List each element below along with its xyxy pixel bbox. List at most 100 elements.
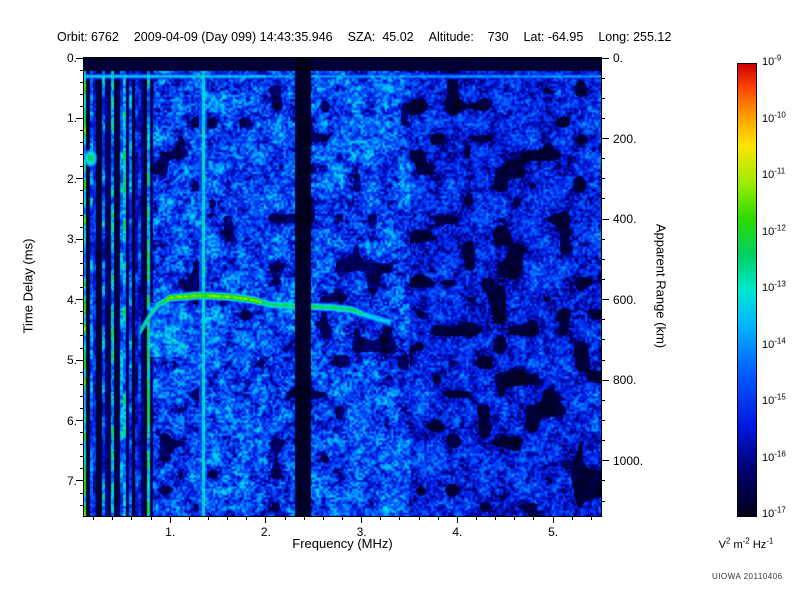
x-axis-minor-tick bbox=[246, 517, 248, 520]
colorbar-tick-label: 10-14 bbox=[762, 335, 786, 351]
range-axis-minor-tick bbox=[602, 117, 605, 119]
y-axis-tick-label: 7. bbox=[66, 473, 77, 488]
y-axis-minor-tick bbox=[80, 154, 83, 156]
range-axis-tick bbox=[602, 218, 609, 220]
range-axis-minor-tick bbox=[602, 339, 605, 341]
header-info: Orbit: 6762 2009-04-09 (Day 099) 14:43:35… bbox=[57, 30, 671, 44]
colorbar-tick-label: 10-13 bbox=[762, 279, 786, 294]
range-axis-minor-tick bbox=[602, 440, 605, 442]
y-axis-minor-tick bbox=[80, 492, 83, 494]
y-axis-minor-tick bbox=[80, 226, 83, 228]
y-axis-minor-tick bbox=[80, 432, 83, 434]
header-field: Long: 255.12 bbox=[598, 30, 672, 44]
y-axis-minor-tick bbox=[80, 395, 83, 397]
y-axis-minor-tick bbox=[80, 214, 83, 216]
range-axis-tick-label: 0. bbox=[613, 51, 624, 65]
x-axis-minor-tick bbox=[227, 517, 229, 520]
x-axis-tick-label: 2. bbox=[260, 525, 271, 539]
y-axis-tick bbox=[76, 238, 83, 240]
x-axis-minor-tick bbox=[93, 517, 95, 520]
colorbar-gradient bbox=[738, 64, 756, 516]
range-axis-minor-tick bbox=[602, 238, 605, 240]
y-axis-minor-tick bbox=[80, 250, 83, 252]
y-axis-minor-tick bbox=[80, 371, 83, 373]
colorbar-tick-label: 10-15 bbox=[762, 392, 786, 407]
colorbar-tick-label: 10-17 bbox=[762, 505, 786, 520]
x-axis-minor-tick bbox=[322, 517, 324, 520]
y-axis-minor-tick bbox=[80, 81, 83, 83]
x-axis-minor-tick bbox=[399, 517, 401, 520]
range-axis-tick-label: 800. bbox=[613, 373, 637, 388]
y-axis-minor-tick bbox=[80, 262, 83, 264]
y-axis-tick-label: 1. bbox=[66, 111, 77, 126]
x-axis-minor-tick bbox=[380, 517, 382, 520]
range-axis-minor-tick bbox=[602, 279, 605, 281]
range-axis-minor-tick bbox=[602, 198, 605, 200]
y-axis-minor-tick bbox=[80, 504, 83, 506]
x-axis-minor-tick bbox=[303, 517, 305, 520]
x-axis-minor-tick bbox=[284, 517, 286, 520]
range-axis-minor-tick bbox=[602, 500, 605, 502]
range-axis-minor-tick bbox=[602, 158, 605, 160]
x-axis-minor-tick bbox=[571, 517, 573, 520]
y-axis-minor-tick bbox=[80, 105, 83, 107]
colorbar-tick-label: 10-9 bbox=[762, 53, 782, 68]
y-axis-tick bbox=[76, 359, 83, 361]
y-axis-tick-label: 2. bbox=[66, 171, 77, 186]
range-axis-tick bbox=[602, 379, 609, 381]
x-axis-minor-tick bbox=[590, 517, 592, 520]
y-axis-tick-label: 5. bbox=[66, 353, 77, 368]
colorbar-tick-label: 10-12 bbox=[762, 222, 786, 238]
y-axis-tick-label: 0. bbox=[66, 51, 77, 65]
y-axis-tick-label: 6. bbox=[66, 413, 77, 428]
x-axis-minor-tick bbox=[495, 517, 497, 520]
y-axis-tick bbox=[76, 117, 83, 119]
x-axis-title: Frequency (MHz) bbox=[292, 536, 393, 551]
y-axis-minor-tick bbox=[80, 383, 83, 385]
y-axis-minor-tick bbox=[80, 335, 83, 337]
y-axis-tick bbox=[76, 57, 83, 59]
y-axis-minor-tick bbox=[80, 275, 83, 277]
x-axis-minor-tick bbox=[150, 517, 152, 520]
y-axis-minor-tick bbox=[80, 311, 83, 313]
x-axis-minor-tick bbox=[476, 517, 478, 520]
y-axis-minor-tick bbox=[80, 93, 83, 95]
x-axis-minor-tick bbox=[533, 517, 535, 520]
y-axis-minor-tick bbox=[80, 456, 83, 458]
header-field: SZA: 45.02 bbox=[347, 30, 414, 44]
range-axis-minor-tick bbox=[602, 77, 605, 79]
x-axis-minor-tick bbox=[342, 517, 343, 520]
range-axis-minor-tick bbox=[602, 258, 605, 260]
watermark: UIOWA 20110406 bbox=[712, 572, 783, 581]
x-axis-tick-label: 4. bbox=[452, 525, 463, 539]
colorbar-tick-label: 10-11 bbox=[762, 166, 786, 181]
header-field: 2009-04-09 (Day 099) 14:43:35.946 bbox=[133, 30, 333, 44]
range-axis-minor-tick bbox=[602, 359, 605, 361]
colorbar-tick-label: 10-10 bbox=[762, 109, 786, 125]
y-axis-minor-tick bbox=[80, 468, 83, 470]
y-axis-title-left: Time Delay (ms) bbox=[20, 238, 36, 334]
x-axis-tick-label: 3. bbox=[356, 525, 367, 539]
y-axis-minor-tick bbox=[80, 287, 83, 289]
range-axis-minor-tick bbox=[602, 420, 605, 422]
header-field: Orbit: 6762 bbox=[57, 30, 119, 44]
spectrogram-plot bbox=[83, 57, 602, 517]
x-axis-minor-tick bbox=[188, 517, 190, 520]
y-axis-minor-tick bbox=[80, 130, 83, 131]
x-axis-minor-tick bbox=[418, 517, 420, 520]
x-axis-minor-tick bbox=[514, 517, 516, 520]
y-axis-tick bbox=[76, 420, 83, 422]
y-axis-minor-tick bbox=[80, 190, 83, 192]
x-axis-tick bbox=[361, 517, 363, 523]
y-axis-minor-tick bbox=[80, 347, 83, 349]
header-field: Altitude: 730 bbox=[428, 30, 509, 44]
range-axis-tick-label: 600. bbox=[613, 292, 637, 307]
range-axis-minor-tick bbox=[602, 178, 605, 180]
colorbar bbox=[737, 63, 757, 517]
x-axis-tick bbox=[456, 517, 458, 523]
colorbar-unit-label: V2 m-2 Hz-1 bbox=[718, 536, 774, 551]
range-axis-minor-tick bbox=[602, 399, 605, 401]
x-axis-minor-tick bbox=[207, 517, 209, 520]
x-axis-minor-tick bbox=[112, 517, 114, 520]
